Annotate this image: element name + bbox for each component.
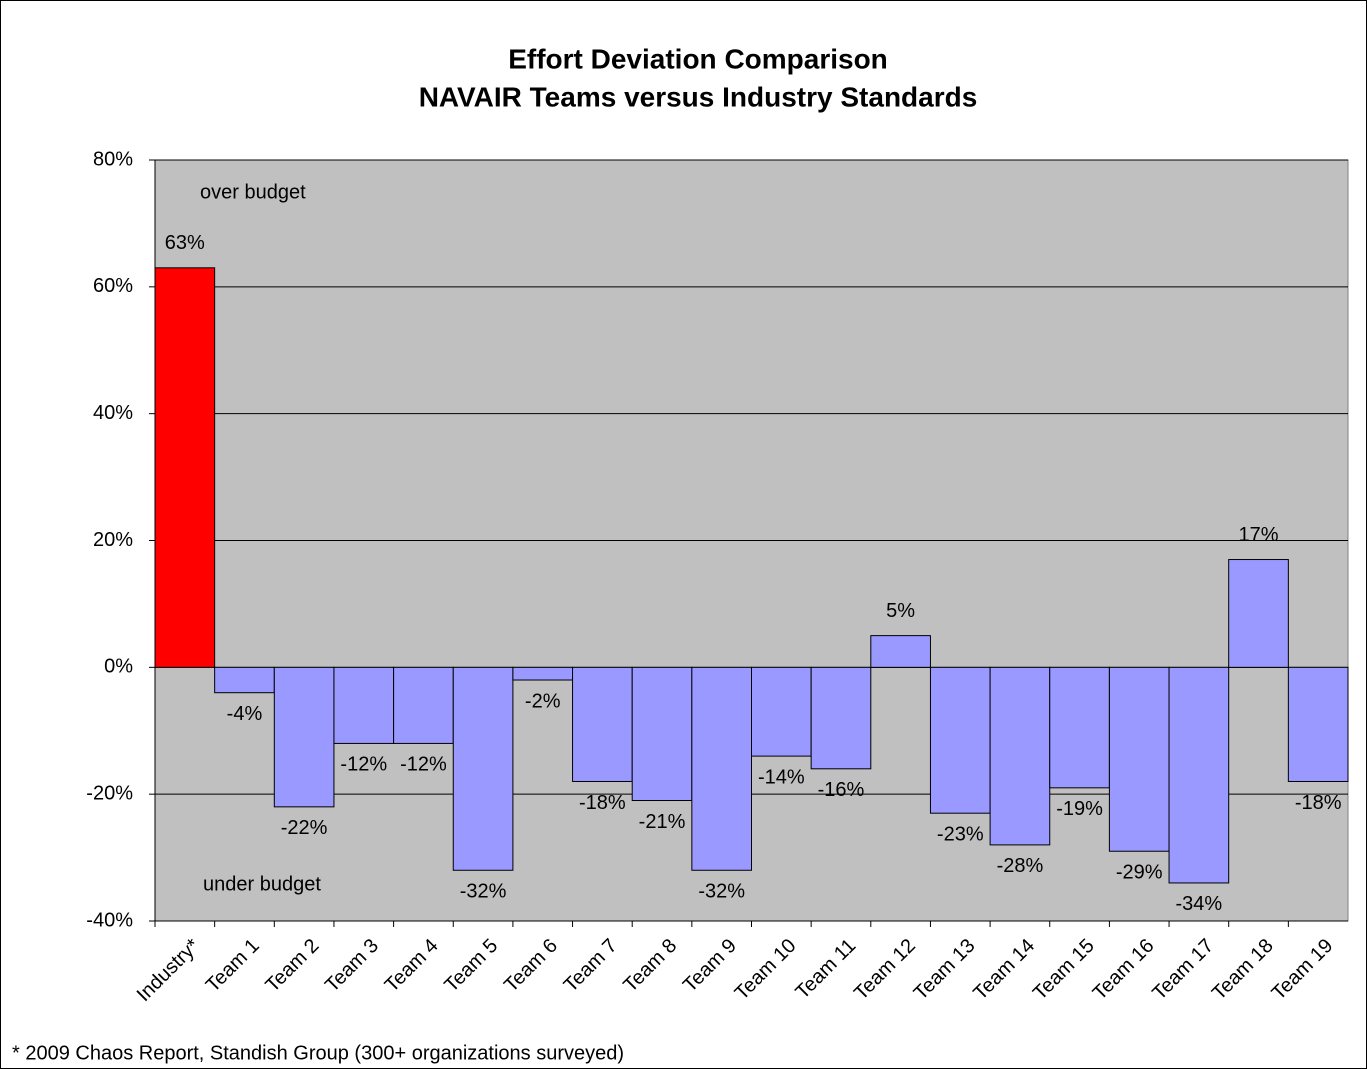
bar — [1228, 559, 1289, 668]
data-label: -32% — [460, 881, 507, 903]
bar — [631, 666, 693, 802]
data-label: -4% — [227, 703, 263, 725]
bar — [989, 666, 1051, 846]
data-label: -14% — [758, 766, 805, 788]
data-label: -19% — [1056, 798, 1103, 820]
bar — [333, 666, 395, 744]
data-label: -28% — [997, 855, 1044, 877]
bar — [572, 666, 633, 782]
data-label: -29% — [1116, 862, 1163, 884]
bar — [214, 666, 275, 694]
annotation: under budget — [203, 873, 321, 895]
bar — [1108, 666, 1170, 852]
y-tick-label: -20% — [86, 782, 133, 804]
data-label: -18% — [1295, 792, 1342, 814]
bar — [929, 666, 991, 814]
data-label: -21% — [639, 811, 686, 833]
y-tick-label: 0% — [104, 656, 133, 678]
bar — [273, 666, 335, 808]
bar — [810, 666, 872, 770]
bar — [751, 666, 812, 757]
bar — [1287, 666, 1349, 782]
bar — [154, 267, 216, 668]
bar — [1049, 666, 1110, 789]
y-tick-label: 80% — [93, 148, 133, 170]
bar — [393, 666, 454, 744]
data-label: -16% — [818, 779, 865, 801]
data-label: -32% — [698, 881, 745, 903]
data-label: 5% — [886, 600, 915, 622]
data-label: -12% — [340, 754, 387, 776]
data-label: -18% — [579, 792, 626, 814]
bar — [870, 635, 931, 668]
data-label: -22% — [281, 817, 328, 839]
bar — [1168, 666, 1230, 884]
y-tick-label: 60% — [93, 275, 133, 297]
y-tick-label: 40% — [93, 402, 133, 424]
data-label: -2% — [525, 690, 561, 712]
bar — [452, 666, 514, 871]
bar — [512, 666, 574, 681]
data-label: -34% — [1176, 893, 1223, 915]
y-tick-label: -40% — [86, 909, 133, 931]
footnote: * 2009 Chaos Report, Standish Group (300… — [12, 1042, 624, 1064]
data-label: 17% — [1239, 524, 1279, 546]
y-tick-label: 20% — [93, 529, 133, 551]
chart-subtitle: NAVAIR Teams versus Industry Standards — [419, 81, 978, 112]
annotation: over budget — [200, 181, 306, 203]
data-label: -12% — [400, 754, 447, 776]
data-label: 63% — [165, 232, 205, 254]
bar — [691, 666, 752, 871]
chart-title: Effort Deviation Comparison — [508, 43, 888, 74]
data-label: -23% — [937, 823, 984, 845]
